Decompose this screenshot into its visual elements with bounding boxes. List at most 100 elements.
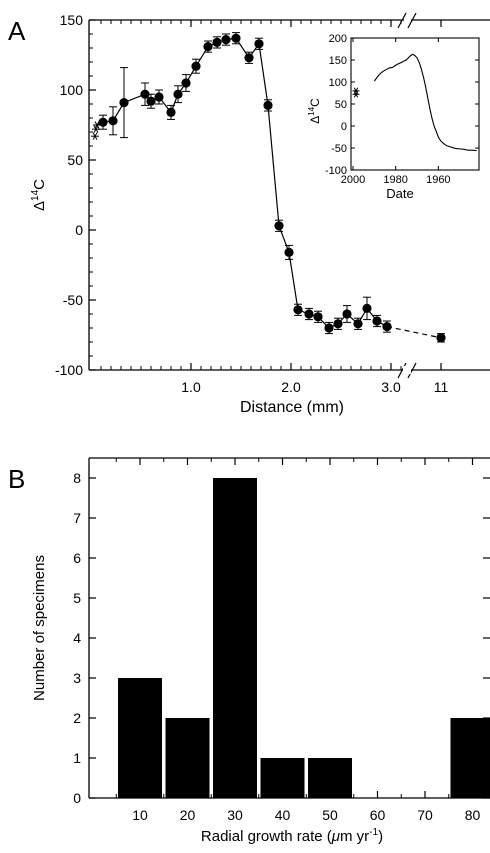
- panel-a-x-tick-label: 1.0: [181, 379, 201, 395]
- panel-a-data-point: [108, 116, 118, 126]
- panel-a-y-tick-label: 100: [60, 82, 84, 98]
- panel-a-y-tick-label: 150: [60, 12, 84, 28]
- panel-a-data-point: [342, 309, 352, 319]
- panel-a-data-point: [191, 61, 201, 71]
- inset-x-tick-label: 1980: [383, 174, 407, 186]
- inset-y-tick-label: -100: [325, 165, 347, 177]
- inset-y-ticks: 200 150 100 50 0 -50 -100: [325, 33, 479, 177]
- panel-a-data-point: [382, 322, 392, 332]
- inset-x-label: Date: [386, 186, 413, 201]
- panel-a-data-point: [166, 107, 176, 117]
- panel-a-data-point: [324, 323, 334, 333]
- panel-a-y-tick-label: 50: [67, 152, 83, 168]
- panel-a-y-tick-label: -100: [55, 362, 83, 378]
- panel-a-data-point: [274, 221, 284, 231]
- panel-b-x-tick-label: 40: [275, 807, 291, 823]
- panel-a-x-tick-label: 2.0: [281, 379, 301, 395]
- panel-b-y-tick-label: 6: [73, 550, 81, 566]
- panel-b-y-tick-label: 1: [73, 750, 81, 766]
- panel-a-data-point: [181, 78, 191, 88]
- inset-y-tick-label: 200: [329, 33, 347, 45]
- panel-b-x-tick-label: 50: [322, 807, 338, 823]
- panel-b-y-tick-label: 3: [73, 670, 81, 686]
- panel-a-series-line-start: [96, 121, 104, 126]
- panel-a-x-label: Distance (mm): [240, 399, 344, 416]
- panel-b-y-ticks: 0 1 2 3 4 5 6 7 8: [73, 470, 490, 806]
- panel-a-data-point: [353, 319, 363, 329]
- panel-a-data-point: [284, 247, 294, 257]
- panel-a-data-point: [372, 316, 382, 326]
- inset-y-tick-label: 100: [329, 77, 347, 89]
- panel-b-y-tick-label: 8: [73, 470, 81, 486]
- panel-a-x-ticks: 1.0 2.0 3.0 11: [100, 20, 449, 395]
- panel-b-y-tick-label: 7: [73, 510, 81, 526]
- inset-frame: [350, 37, 480, 171]
- panel-b-bars: [118, 478, 490, 798]
- inset-x-tick-label: 2000: [341, 174, 365, 186]
- inset-x-tick-label: 1960: [426, 174, 450, 186]
- panel-a-label: A: [8, 16, 26, 46]
- panel-a-top-break: [397, 12, 417, 29]
- panel-a-x-tick-label: 11: [434, 379, 449, 395]
- panel-b-x-tick-label: 20: [180, 807, 196, 823]
- panel-a-data-point: [221, 35, 231, 45]
- panel-b-bar: [118, 678, 162, 798]
- panel-a-data-point: [436, 333, 446, 343]
- inset-x-ticks: 2000 1980 1960: [341, 38, 451, 186]
- panel-a-data-point: [313, 312, 323, 322]
- panel-b-y-tick-label: 5: [73, 590, 81, 606]
- panel-a-data-point: [140, 89, 150, 99]
- panel-a-bottom-break: [397, 362, 417, 379]
- panel-a-data-point: [212, 37, 222, 48]
- panel-a-chart: 150 100 50 0 -50 -100 1.0 2.0 3.0 11 Δ14C Distan…: [30, 12, 490, 416]
- panel-b-label: B: [8, 464, 25, 494]
- panel-a-data-point: [154, 92, 164, 102]
- panel-a-asterisk-point: [92, 132, 98, 140]
- panel-a-data-point: [333, 319, 343, 329]
- inset-y-tick-label: 0: [341, 121, 347, 133]
- panel-a-data-point: [173, 89, 183, 99]
- panel-a-asterisk-point: [93, 125, 99, 133]
- panel-a-data-point: [293, 305, 303, 315]
- panel-a-marks: [91, 32, 446, 343]
- inset-asterisk-point: [353, 91, 359, 98]
- panel-b-bar: [308, 758, 352, 798]
- panel-b-bar: [213, 478, 257, 798]
- panel-b-y-tick-label: 4: [73, 630, 81, 646]
- panel-a-data-point: [146, 96, 156, 106]
- panel-a-dashed-line: [386, 326, 442, 339]
- inset-y-label: Δ14C: [307, 98, 322, 124]
- panel-b-chart: 0 1 2 3 4 5 6 7 8 10 20 30 40 50 60 70 80 Number of spe…: [31, 457, 490, 845]
- panel-b-x-tick-label: 60: [370, 807, 386, 823]
- panel-a-data-point: [203, 42, 213, 52]
- panel-a-data-point: [119, 98, 129, 108]
- panel-b-x-label: Radial growth rate (μm yr-1): [201, 827, 383, 845]
- inset-y-tick-label: 50: [335, 99, 347, 111]
- inset-y-tick-label: -50: [331, 143, 347, 155]
- panel-b-bar: [165, 718, 210, 798]
- panel-a-y-tick-label: 0: [75, 222, 83, 238]
- panel-b-y-tick-label: 0: [73, 790, 81, 806]
- panel-a-data-point: [231, 33, 241, 43]
- inset-marks: [352, 53, 477, 152]
- panel-a-y-tick-label: -50: [63, 292, 83, 308]
- inset-record-line: [373, 53, 477, 152]
- panel-b-y-tick-label: 2: [73, 710, 81, 726]
- panel-a-data-point: [244, 53, 254, 63]
- panel-a-y-label: Δ14C: [30, 179, 48, 211]
- inset-chart: 200 150 100 50 0 -50 -100 2000 1980 1960 Δ14C Da…: [307, 33, 480, 201]
- panel-b-x-tick-label: 30: [227, 807, 243, 823]
- panel-a-data-point: [263, 100, 273, 110]
- panel-b-x-tick-label: 80: [465, 807, 481, 823]
- panel-a-y-ticks: 150 100 50 0 -50 -100: [55, 12, 96, 378]
- panel-b-bar: [260, 758, 305, 798]
- panel-b-x-tick-label: 10: [132, 807, 148, 823]
- panel-a-data-point: [304, 309, 314, 319]
- panel-a-data-point: [362, 303, 372, 313]
- panel-a-break-gap: [403, 366, 411, 374]
- panel-b-bar: [450, 718, 490, 798]
- inset-y-tick-label: 150: [329, 55, 347, 67]
- panel-b-x-tick-label: 70: [417, 807, 433, 823]
- panel-b-y-label: Number of specimens: [31, 555, 48, 701]
